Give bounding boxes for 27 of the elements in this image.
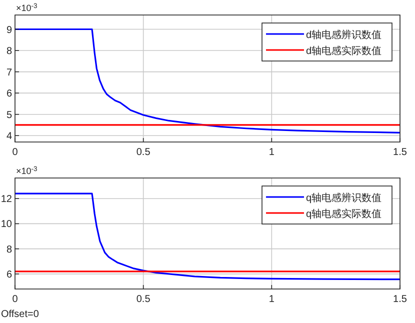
x-tick-label: 1 <box>268 147 275 158</box>
x-tick-label: 0.5 <box>136 294 151 305</box>
text: Offset=0 <box>1 309 40 320</box>
y-tick-label: 4 <box>6 131 12 142</box>
legend-label: q轴电感辨识数值 <box>306 192 382 204</box>
legend-label: d轴电感实际数值 <box>306 45 382 57</box>
legend-label: d轴电感辨识数值 <box>306 29 382 41</box>
x-tick-label: 1.5 <box>393 294 408 305</box>
line-series <box>14 28 401 134</box>
x-tick-label: 0 <box>12 147 18 158</box>
x-tick-label: 0 <box>12 294 18 305</box>
y-tick-label: 8 <box>6 244 12 256</box>
legend-label: q轴电感实际数值 <box>306 208 382 220</box>
y-tick-label: 5 <box>6 110 12 121</box>
line-series <box>14 192 401 280</box>
y-tick-label: 6 <box>6 269 12 280</box>
text: ×10$^{-3}$ <box>16 2 38 13</box>
y-tick-label: 6 <box>6 88 12 100</box>
x-tick-label: 1.5 <box>393 147 408 158</box>
y-tick-label: 12 <box>0 194 12 206</box>
y-tick-label: 7 <box>6 67 12 78</box>
y-tick-label: 8 <box>6 46 12 58</box>
text: ×10$^{-3}$ <box>16 166 38 176</box>
x-tick-label: 0.5 <box>136 147 151 158</box>
y-tick-label: 10 <box>0 219 12 230</box>
y-tick-label: 9 <box>6 24 12 36</box>
x-tick-label: 1 <box>268 294 275 305</box>
